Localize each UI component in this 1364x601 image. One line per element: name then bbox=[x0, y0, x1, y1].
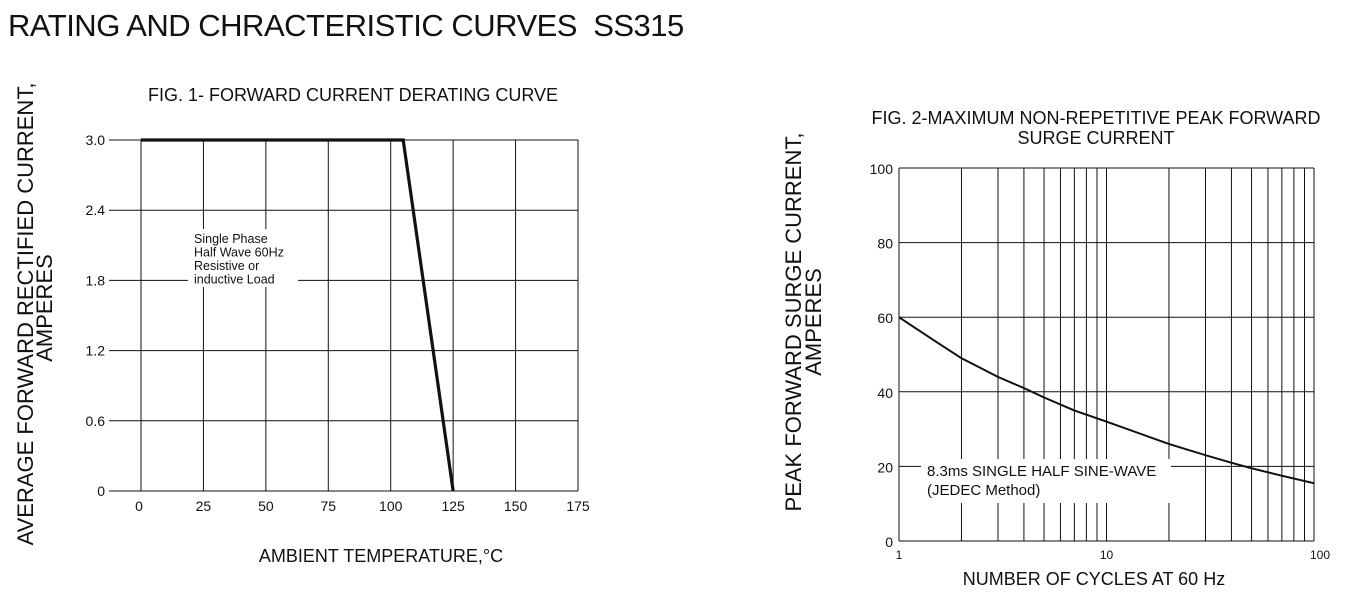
fig2-series bbox=[898, 316, 1315, 485]
fig2-surge-curve-top bbox=[898, 316, 1315, 485]
page-title: RATING AND CHRACTERISTIC CURVES SS315 bbox=[8, 8, 684, 43]
fig1-xtick-label: 50 bbox=[258, 498, 274, 514]
fig2-xlabel: NUMBER OF CYCLES AT 60 Hz bbox=[963, 569, 1225, 589]
fig1-grid bbox=[109, 139, 579, 492]
fig1-ytick-label: 1.2 bbox=[86, 343, 106, 359]
fig1-ytick-label: 0 bbox=[97, 483, 105, 499]
fig2-ytick-label: 60 bbox=[877, 310, 893, 326]
fig1-annotation-line: inductive Load bbox=[194, 273, 275, 287]
fig1-ytick-label: 2.4 bbox=[86, 202, 106, 218]
fig1-title: FIG. 1- FORWARD CURRENT DERATING CURVE bbox=[148, 85, 558, 105]
fig2-xtick-label: 100 bbox=[1310, 548, 1330, 562]
fig2-ytick-label: 20 bbox=[877, 459, 893, 475]
fig2-ticks: 0 20 40 60 80 100 1 10 100 bbox=[870, 161, 1331, 562]
fig2-annotation: 8.3ms SINGLE HALF SINE-WAVE (JEDEC Method… bbox=[921, 459, 1171, 503]
fig2-ytick-label: 100 bbox=[870, 161, 894, 177]
fig2-xtick-label: 1 bbox=[896, 548, 903, 562]
fig2-annotation-line: (JEDEC Method) bbox=[927, 482, 1040, 499]
fig2-title-line2: SURGE CURRENT bbox=[1017, 128, 1174, 148]
fig1-xtick-label: 125 bbox=[441, 498, 465, 514]
fig2-annotation-line: 8.3ms SINGLE HALF SINE-WAVE bbox=[927, 463, 1156, 480]
fig1-annotation-line: Resistive or bbox=[194, 259, 259, 273]
fig1-ylabel-line2: AMPERES bbox=[32, 254, 57, 362]
fig1-annotation-line: Single Phase bbox=[194, 232, 268, 246]
fig1-ticks: 0 25 50 75 100 125 150 175 0 0.6 1.2 1.8 2.4 3.0 bbox=[86, 132, 590, 514]
fig2-chart: FIG. 2-MAXIMUM NON-REPETITIVE PEAK FORWA… bbox=[781, 108, 1330, 589]
fig1-ytick-label: 1.8 bbox=[86, 272, 106, 288]
fig2-ylabel-line2: AMPERES bbox=[801, 268, 826, 376]
fig2-ytick-label: 40 bbox=[877, 385, 893, 401]
fig1-xlabel: AMBIENT TEMPERATURE,°C bbox=[259, 546, 503, 566]
fig2-ytick-label: 80 bbox=[877, 236, 893, 252]
fig2-xtick-label: 10 bbox=[1100, 548, 1114, 562]
fig1-annotation-bg bbox=[188, 229, 298, 287]
fig1-xtick-label: 75 bbox=[320, 498, 336, 514]
fig1-ytick-label: 0.6 bbox=[86, 413, 106, 429]
fig1-derating-line bbox=[141, 138, 455, 492]
fig2-title-line1: FIG. 2-MAXIMUM NON-REPETITIVE PEAK FORWA… bbox=[871, 108, 1320, 128]
fig1-series bbox=[141, 138, 455, 492]
fig1-xtick-label: 25 bbox=[196, 498, 212, 514]
fig2-ylabel-line1: PEAK FORWARD SURGE CURRENT, bbox=[781, 133, 806, 512]
fig1-ylabel-line1: AVERAGE FORWARD RECTIFIED CURRENT, bbox=[13, 83, 38, 546]
fig1-annotation-line: Half Wave 60Hz bbox=[194, 246, 284, 260]
fig1-xtick-label: 150 bbox=[504, 498, 528, 514]
fig1-chart: FIG. 1- FORWARD CURRENT DERATING CURVE A… bbox=[13, 83, 590, 566]
fig2-annotation-bg bbox=[921, 459, 1171, 503]
fig2-ytick-label: 0 bbox=[885, 534, 893, 550]
fig1-xtick-label: 175 bbox=[566, 498, 590, 514]
fig1-xtick-label: 100 bbox=[379, 498, 403, 514]
fig1-ytick-label: 3.0 bbox=[86, 132, 106, 148]
fig1-xtick-label: 0 bbox=[135, 498, 143, 514]
